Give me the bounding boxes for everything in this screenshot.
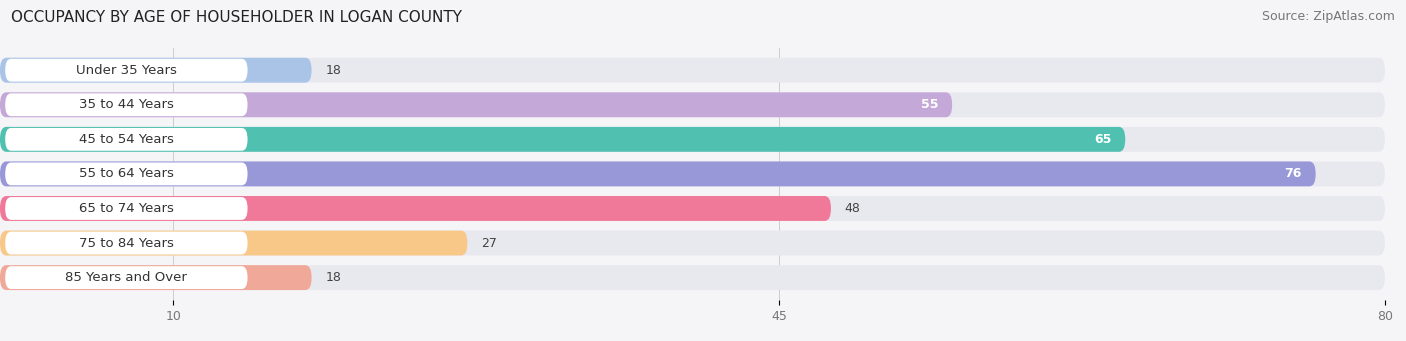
Text: Source: ZipAtlas.com: Source: ZipAtlas.com: [1261, 10, 1395, 23]
FancyBboxPatch shape: [0, 231, 467, 255]
FancyBboxPatch shape: [6, 128, 247, 151]
Text: 65: 65: [1094, 133, 1111, 146]
FancyBboxPatch shape: [0, 127, 1125, 152]
FancyBboxPatch shape: [6, 93, 247, 116]
FancyBboxPatch shape: [6, 197, 247, 220]
FancyBboxPatch shape: [0, 162, 1385, 186]
FancyBboxPatch shape: [0, 196, 831, 221]
FancyBboxPatch shape: [6, 59, 247, 81]
FancyBboxPatch shape: [0, 127, 1385, 152]
Text: 76: 76: [1285, 167, 1302, 180]
Text: 75 to 84 Years: 75 to 84 Years: [79, 237, 174, 250]
Text: 35 to 44 Years: 35 to 44 Years: [79, 98, 174, 111]
Text: 18: 18: [325, 64, 342, 77]
FancyBboxPatch shape: [0, 196, 1385, 221]
Text: 18: 18: [325, 271, 342, 284]
Text: 65 to 74 Years: 65 to 74 Years: [79, 202, 174, 215]
FancyBboxPatch shape: [6, 163, 247, 185]
FancyBboxPatch shape: [0, 92, 1385, 117]
FancyBboxPatch shape: [0, 92, 952, 117]
FancyBboxPatch shape: [0, 265, 312, 290]
Text: 48: 48: [845, 202, 860, 215]
FancyBboxPatch shape: [6, 266, 247, 289]
Text: 27: 27: [481, 237, 498, 250]
FancyBboxPatch shape: [6, 232, 247, 254]
Text: OCCUPANCY BY AGE OF HOUSEHOLDER IN LOGAN COUNTY: OCCUPANCY BY AGE OF HOUSEHOLDER IN LOGAN…: [11, 10, 463, 25]
FancyBboxPatch shape: [0, 265, 1385, 290]
FancyBboxPatch shape: [0, 231, 1385, 255]
FancyBboxPatch shape: [0, 58, 312, 83]
Text: 55 to 64 Years: 55 to 64 Years: [79, 167, 174, 180]
FancyBboxPatch shape: [0, 58, 1385, 83]
Text: Under 35 Years: Under 35 Years: [76, 64, 177, 77]
Text: 85 Years and Over: 85 Years and Over: [66, 271, 187, 284]
FancyBboxPatch shape: [0, 162, 1316, 186]
Text: 55: 55: [921, 98, 938, 111]
Text: 45 to 54 Years: 45 to 54 Years: [79, 133, 174, 146]
